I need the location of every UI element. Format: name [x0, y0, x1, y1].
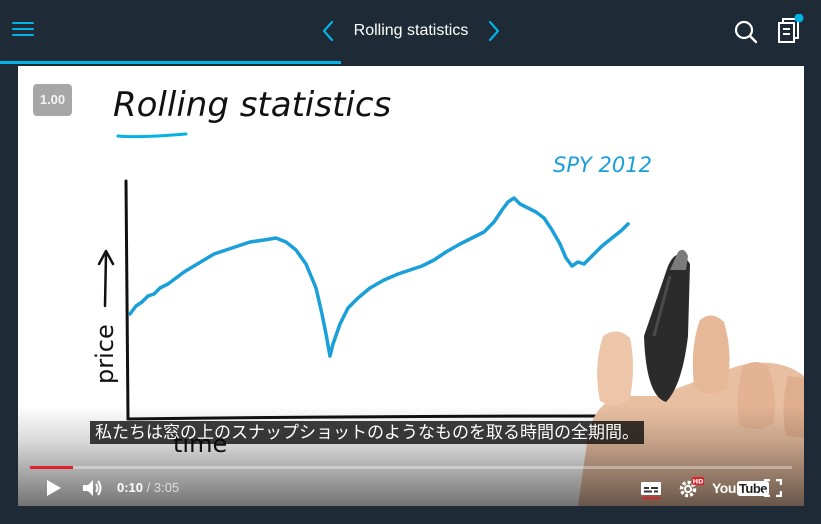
youtube-logo-you: You: [712, 480, 736, 496]
seek-bar-played: [30, 466, 74, 469]
y-axis-label: price: [91, 324, 119, 384]
y-axis-arrow-shaft: [103, 252, 108, 308]
top-bar: Rolling statistics: [0, 0, 821, 64]
y-axis-arrow-head: [97, 249, 115, 266]
fullscreen-icon: [763, 478, 783, 498]
heading-underline: [116, 132, 188, 139]
closed-captions-icon: [641, 482, 661, 499]
youtube-logo-tube: Tube: [736, 481, 769, 496]
subtitle-caption: 私たちは窓の上のスナップショットのようなものを取る時間の全期間。: [90, 421, 644, 444]
board-heading: Rolling statistics: [113, 85, 391, 125]
play-button[interactable]: [46, 479, 62, 497]
lesson-title: Rolling statistics: [353, 22, 469, 39]
search-button[interactable]: [733, 19, 759, 45]
time-display: 0:10 / 3:05: [117, 480, 180, 495]
series-label: SPY 2012: [553, 153, 652, 177]
y-axis: [124, 179, 130, 421]
volume-icon: [83, 480, 102, 496]
chevron-left-icon: [322, 20, 334, 42]
playback-speed-badge[interactable]: 1.00: [33, 84, 72, 116]
settings-button[interactable]: HD: [678, 477, 704, 499]
hd-badge: HD: [693, 478, 704, 486]
play-icon: [47, 480, 61, 496]
resources-button[interactable]: [775, 13, 807, 46]
current-time: 0:10: [117, 480, 144, 495]
notification-dot: [794, 13, 804, 23]
video-player[interactable]: Rolling statistics SPY 2012 price time 1…: [18, 66, 804, 506]
price-curve: [128, 196, 630, 358]
seek-bar[interactable]: [30, 466, 792, 469]
fullscreen-button[interactable]: [763, 478, 783, 498]
notes-icon: [778, 13, 804, 43]
chevron-right-icon: [488, 20, 500, 42]
lesson-progress-bar: [0, 61, 821, 64]
youtube-logo[interactable]: You Tube: [712, 480, 769, 498]
subtitles-button[interactable]: [640, 478, 662, 500]
previous-concept-button[interactable]: [318, 18, 338, 44]
hamburger-menu-icon[interactable]: [12, 20, 34, 38]
search-icon: [734, 20, 758, 44]
gear-icon: HD: [679, 477, 704, 498]
duration: 3:05: [153, 480, 180, 495]
volume-button[interactable]: [82, 478, 104, 498]
lesson-progress-fill: [0, 61, 341, 64]
next-concept-button[interactable]: [484, 18, 504, 44]
